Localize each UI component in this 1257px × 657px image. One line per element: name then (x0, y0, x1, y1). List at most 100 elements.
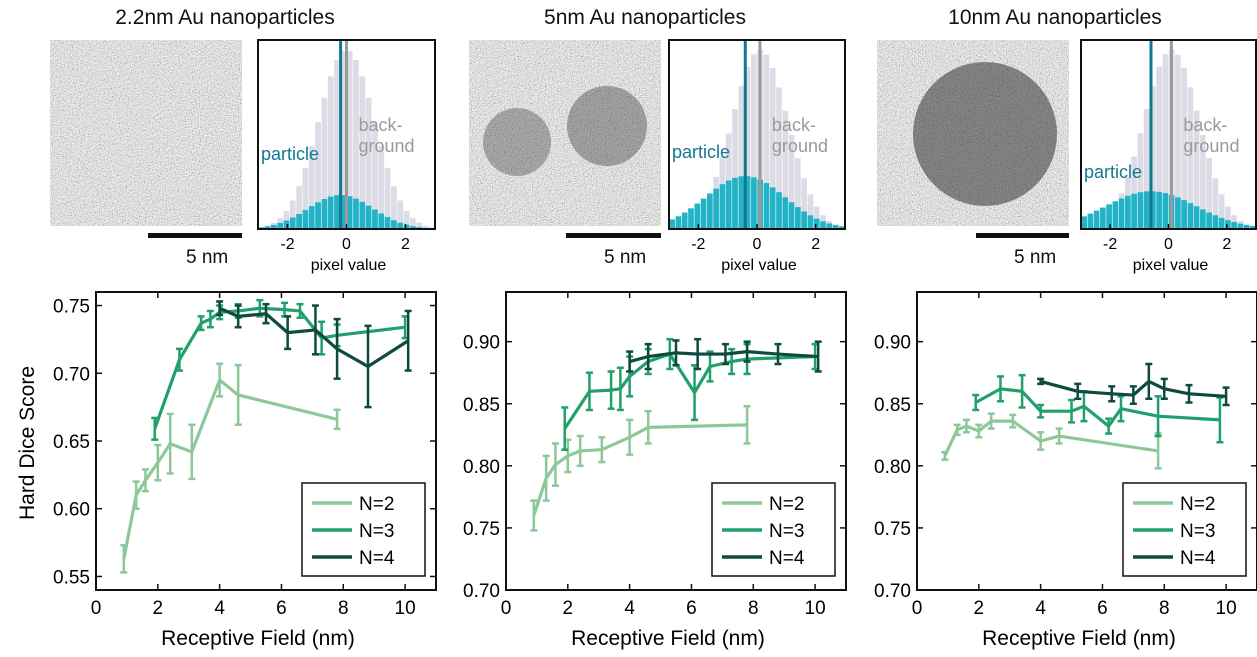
background-histogram-bar (1150, 85, 1156, 229)
particle-histogram-bar (391, 220, 397, 229)
particle-histogram-bar (681, 212, 688, 229)
x-tick-label: 0 (91, 598, 102, 619)
particle-histogram-bar (1175, 197, 1181, 229)
panel-title-1: 2.2nm Au nanoparticles (115, 6, 335, 29)
particle-histogram-bar (264, 226, 271, 229)
particle-histogram-bar (669, 219, 675, 229)
background-histogram-bar (763, 54, 770, 229)
background-histogram-bar (340, 51, 347, 229)
x-tick-label: 8 (748, 598, 759, 619)
particle-histogram-bar (1100, 207, 1106, 229)
series-line-N=3 (974, 387, 1221, 428)
background-histogram-bar (346, 51, 353, 229)
background-histogram-bar (1131, 156, 1137, 229)
x-tick-label: 10 (805, 598, 826, 619)
panel-title-3: 10nm Au nanoparticles (948, 6, 1162, 29)
particle-histogram-bar (813, 218, 820, 229)
y-tick-label: 0.65 (53, 432, 90, 453)
scale-label-3: 5 nm (1014, 247, 1057, 268)
particle-histogram-bar (694, 203, 701, 229)
background-histogram-bar (359, 76, 366, 230)
y-tick-label: 0.55 (53, 567, 90, 588)
particle-histogram-bar (1225, 220, 1231, 229)
histogram-tick-label: 0 (753, 236, 762, 253)
particle-histogram-bar (1212, 215, 1219, 229)
histogram-frame (668, 39, 846, 230)
particle-histogram-bar (744, 176, 751, 229)
y-tick-label: 0.85 (463, 395, 500, 416)
background-histogram-bar (410, 218, 416, 229)
particle-histogram-bar (1137, 192, 1144, 229)
legend-label: N=3 (769, 521, 804, 542)
particle-histogram-bar (832, 225, 839, 229)
chart-frame (916, 291, 1257, 591)
y-tick-label: 0.75 (874, 519, 911, 540)
particle-histogram-bar (1243, 224, 1250, 229)
particle-histogram-bar (738, 176, 745, 229)
scale-bar-2 (566, 233, 661, 238)
scale-bar-1 (148, 233, 242, 238)
legend-label: N=3 (1180, 521, 1215, 542)
x-tick-label: 6 (686, 598, 697, 619)
particle-histogram-bar (820, 221, 826, 229)
background-label-line1: back- (772, 115, 816, 135)
particle-histogram-bar (346, 196, 353, 229)
legend-label: N=2 (1180, 494, 1215, 515)
y-tick-label: 0.70 (53, 364, 90, 385)
particle-histogram-bar (732, 177, 738, 229)
particle-histogram-bar (700, 198, 707, 229)
particle-histogram-bar (372, 209, 378, 229)
x-axis-label: Receptive Field (nm) (161, 627, 355, 650)
background-histogram-bar (751, 54, 757, 229)
particle-histogram-bar (725, 180, 732, 229)
x-tick-label: 10 (395, 598, 416, 619)
tem-image-2 (469, 40, 661, 226)
particle-histogram-bar (315, 202, 321, 229)
background-label-line1: back- (359, 115, 403, 135)
particle-histogram-bar (1231, 222, 1237, 229)
series-line-N=4 (1040, 379, 1227, 398)
particle-histogram-bar (1187, 203, 1194, 229)
tem-image-1 (50, 40, 242, 226)
background-histogram-bar (403, 210, 410, 229)
histogram-tick-label: 2 (811, 236, 820, 253)
background-histogram-bar (1175, 54, 1181, 229)
particle-histogram-bar (302, 210, 309, 229)
background-histogram-bar (378, 146, 385, 229)
particle-histogram-bar (327, 196, 334, 229)
particle-histogram-bar (713, 188, 719, 229)
background-histogram-bar (308, 146, 315, 229)
background-histogram-bar (302, 167, 309, 229)
particle-histogram-bar (1237, 223, 1244, 229)
background-histogram-bar (365, 97, 372, 229)
background-histogram-bar (289, 200, 296, 229)
scale-label-1: 5 nm (186, 247, 229, 268)
histogram-xlabel: pixel value (311, 257, 387, 274)
y-tick-label: 0.70 (874, 581, 911, 602)
y-tick-label: 0.90 (874, 333, 911, 354)
y-tick-label: 0.60 (53, 500, 90, 521)
histogram-tick-label: 2 (401, 236, 410, 253)
histogram-xlabel: pixel value (721, 257, 797, 274)
particle-histogram-bar (384, 217, 391, 229)
y-tick-label: 0.80 (874, 457, 911, 478)
particle-histogram-bar (296, 213, 302, 229)
x-axis-label: Receptive Field (nm) (982, 627, 1176, 650)
background-histogram-bar (744, 66, 751, 229)
histogram-frame (1080, 39, 1257, 230)
particle-histogram-bar (1125, 195, 1131, 229)
particle-histogram-bar (1143, 191, 1150, 229)
particle-label: particle (672, 142, 730, 162)
nanoparticle (913, 62, 1057, 206)
particle-histogram-bar (378, 213, 385, 229)
background-histogram-bar (334, 59, 340, 229)
nanoparticle (483, 108, 551, 176)
chart-frame (505, 291, 847, 591)
background-histogram-bar (782, 110, 789, 229)
x-axis-label: Receptive Field (nm) (571, 627, 765, 650)
background-histogram-bar (1200, 135, 1206, 229)
particle-histogram-bar (1093, 210, 1100, 229)
y-tick-label: 0.75 (463, 519, 500, 540)
particle-histogram-bar (788, 202, 795, 229)
